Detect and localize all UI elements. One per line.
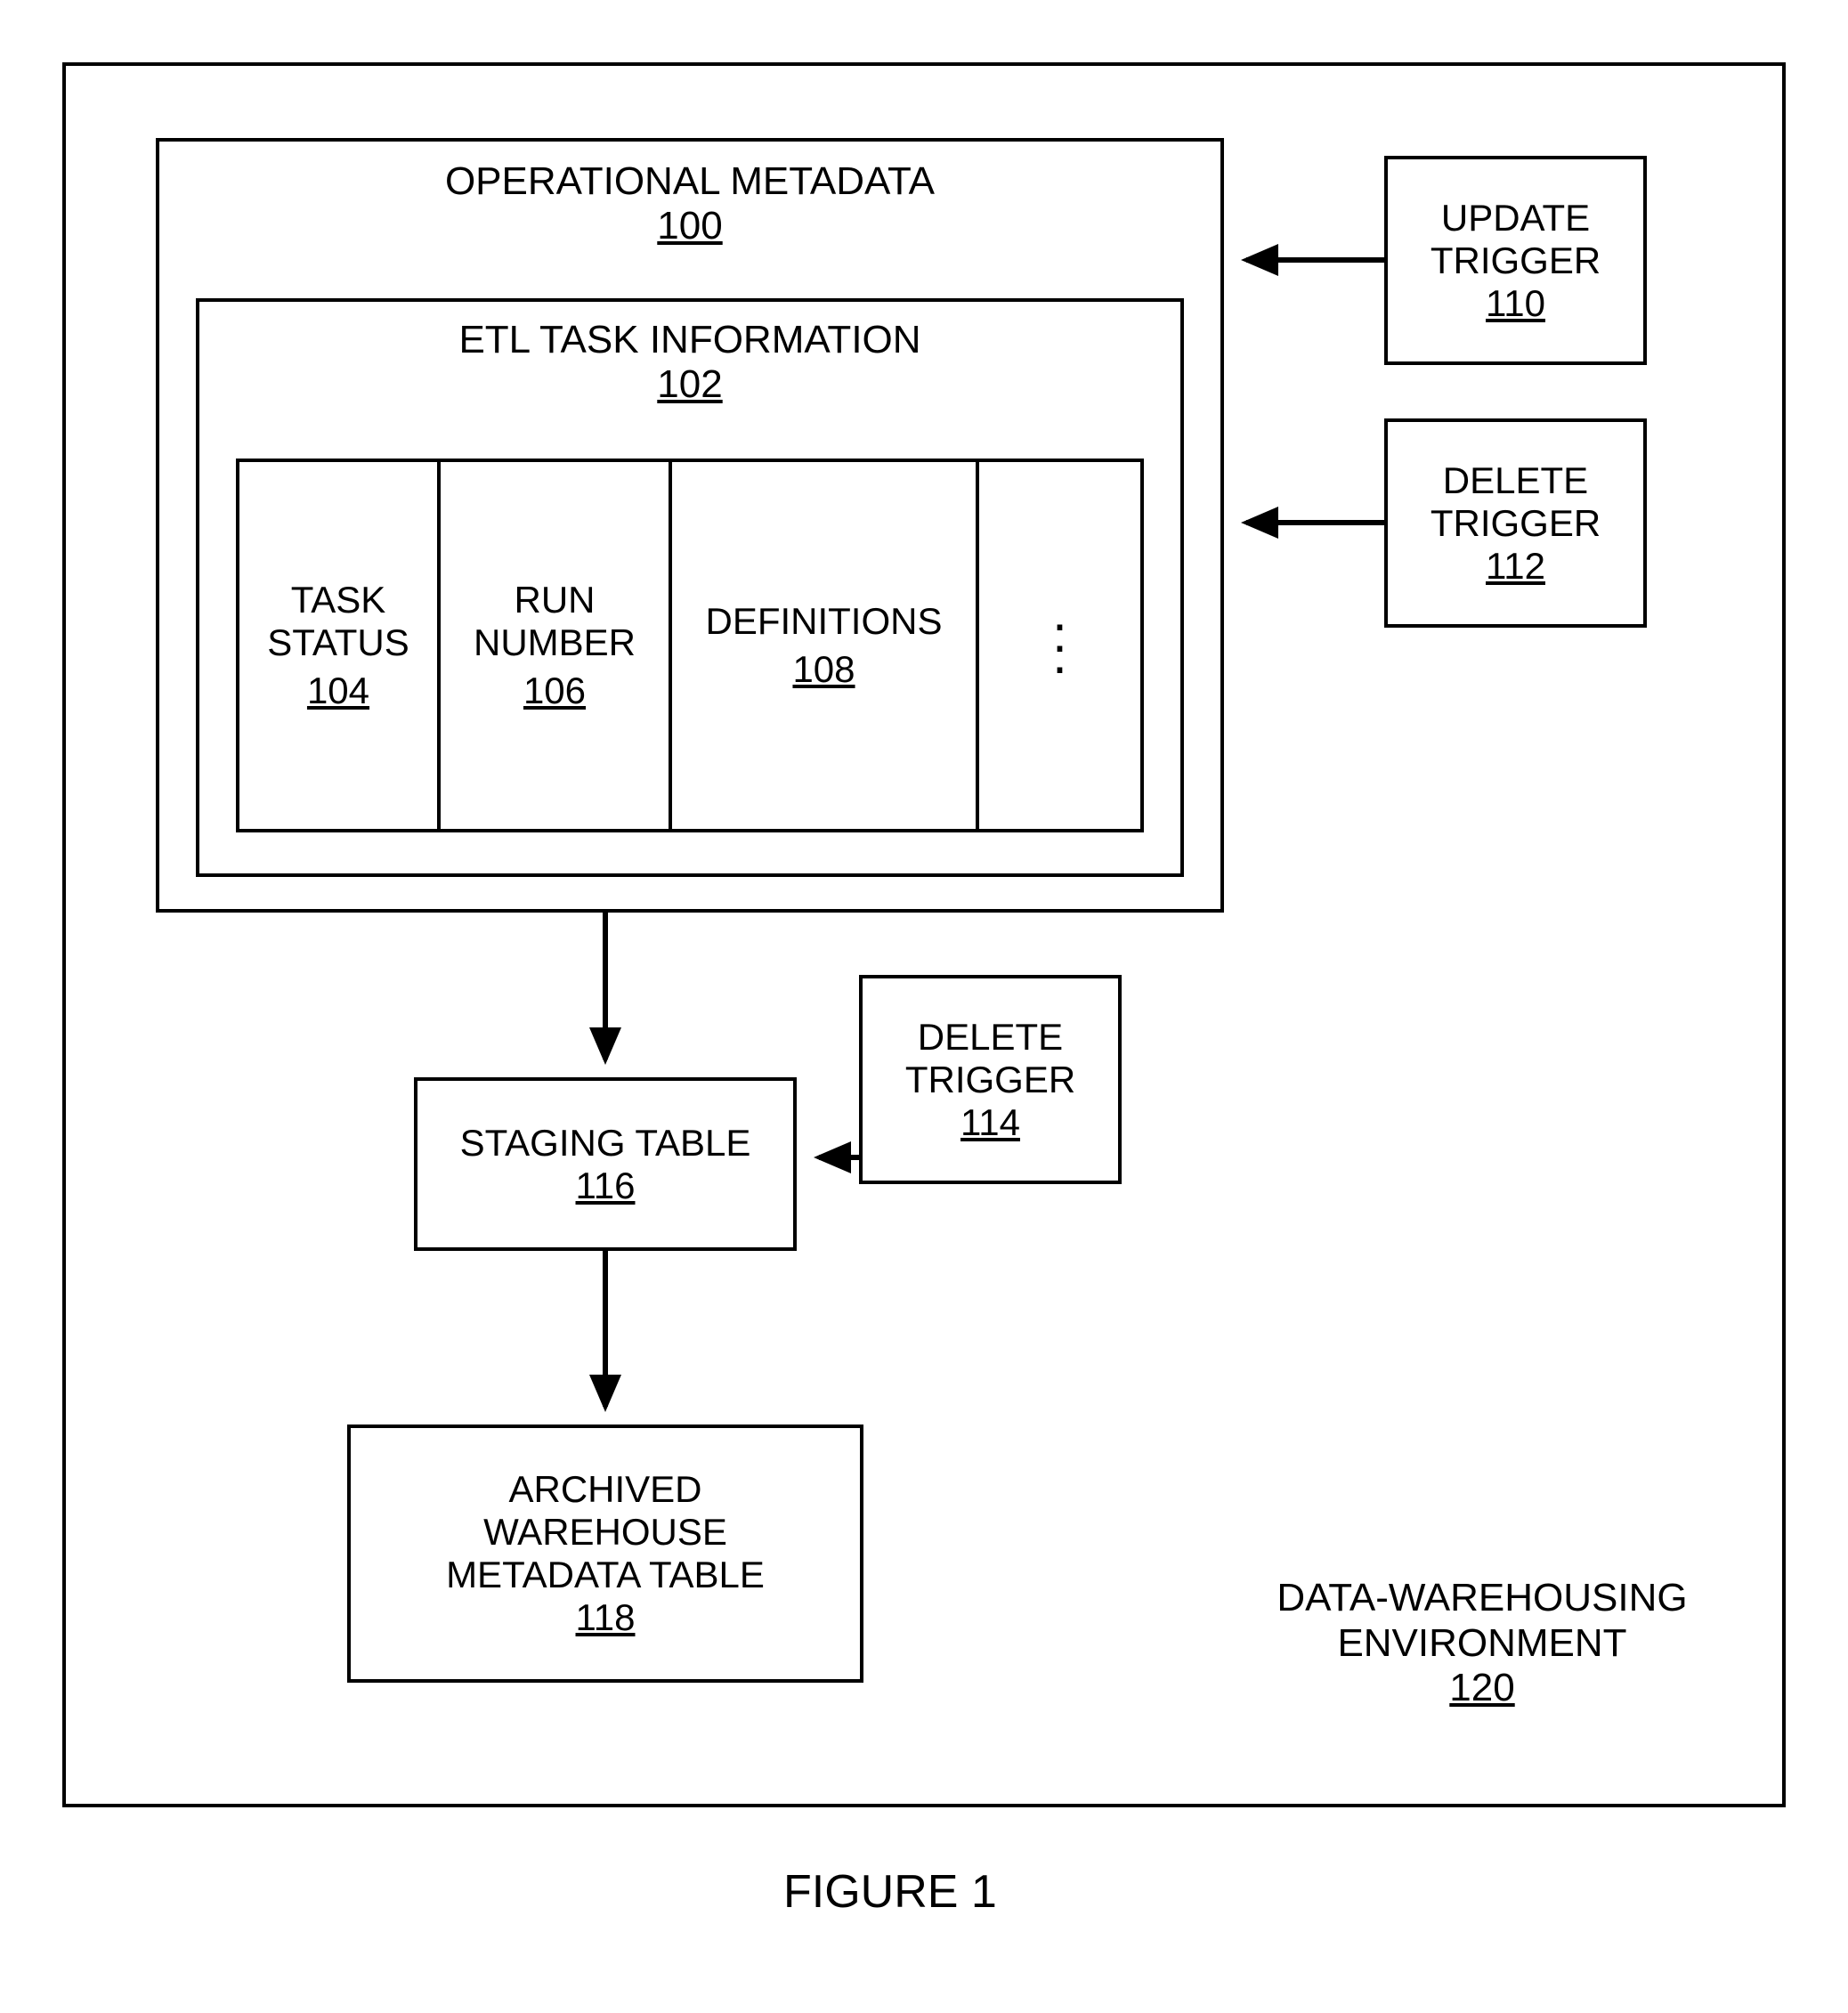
page: DATA-WAREHOUSING ENVIRONMENT 120 OPERATI… — [0, 0, 1848, 2013]
update-trigger-title: UPDATE TRIGGER — [1431, 197, 1601, 282]
figure-caption-text: FIGURE 1 — [783, 1866, 997, 1918]
definitions-cell: DEFINITIONS 108 — [672, 459, 979, 832]
etl-title: ETL TASK INFORMATION — [199, 318, 1180, 362]
figure-caption: FIGURE 1 — [783, 1865, 997, 1919]
archived-table-title: ARCHIVED WAREHOUSE METADATA TABLE — [446, 1468, 765, 1597]
run-number-title: RUN NUMBER — [474, 579, 636, 664]
ellipsis-cell: ··· — [979, 459, 1144, 832]
delete-trigger-1-ref: 112 — [1486, 545, 1545, 588]
environment-label: DATA-WAREHOUSING ENVIRONMENT 120 — [1251, 1576, 1714, 1711]
task-status-cell: TASK STATUS 104 — [236, 459, 441, 832]
environment-ref: 120 — [1251, 1666, 1714, 1711]
etl-header: ETL TASK INFORMATION 102 — [199, 318, 1180, 407]
environment-title: DATA-WAREHOUSING ENVIRONMENT — [1251, 1576, 1714, 1666]
run-number-ref: 106 — [523, 670, 586, 712]
operational-metadata-title: OPERATIONAL METADATA — [159, 159, 1220, 204]
etl-ref: 102 — [199, 362, 1180, 407]
run-number-title-text: RUN NUMBER — [474, 579, 636, 664]
task-status-title: TASK STATUS — [239, 579, 437, 664]
staging-table-ref: 116 — [576, 1165, 636, 1207]
delete-trigger-2-ref: 114 — [960, 1101, 1020, 1144]
vertical-ellipsis-icon: ··· — [1051, 613, 1069, 678]
definitions-ref: 108 — [792, 648, 855, 691]
staging-table-box: STAGING TABLE 116 — [414, 1077, 797, 1251]
definitions-title: DEFINITIONS — [705, 600, 942, 643]
update-trigger-box: UPDATE TRIGGER 110 — [1384, 156, 1647, 365]
update-trigger-ref: 110 — [1486, 282, 1545, 325]
delete-trigger-1-box: DELETE TRIGGER 112 — [1384, 418, 1647, 628]
delete-trigger-2-title: DELETE TRIGGER — [905, 1016, 1075, 1101]
operational-metadata-ref: 100 — [159, 204, 1220, 248]
operational-metadata-header: OPERATIONAL METADATA 100 — [159, 159, 1220, 248]
delete-trigger-1-title: DELETE TRIGGER — [1431, 459, 1601, 545]
run-number-cell: RUN NUMBER 106 — [441, 459, 672, 832]
archived-table-ref: 118 — [576, 1596, 636, 1639]
task-status-ref: 104 — [307, 670, 369, 712]
task-status-title-text: TASK STATUS — [239, 579, 437, 664]
staging-table-title: STAGING TABLE — [460, 1122, 751, 1165]
delete-trigger-2-box: DELETE TRIGGER 114 — [859, 975, 1122, 1184]
archived-table-box: ARCHIVED WAREHOUSE METADATA TABLE 118 — [347, 1425, 863, 1683]
